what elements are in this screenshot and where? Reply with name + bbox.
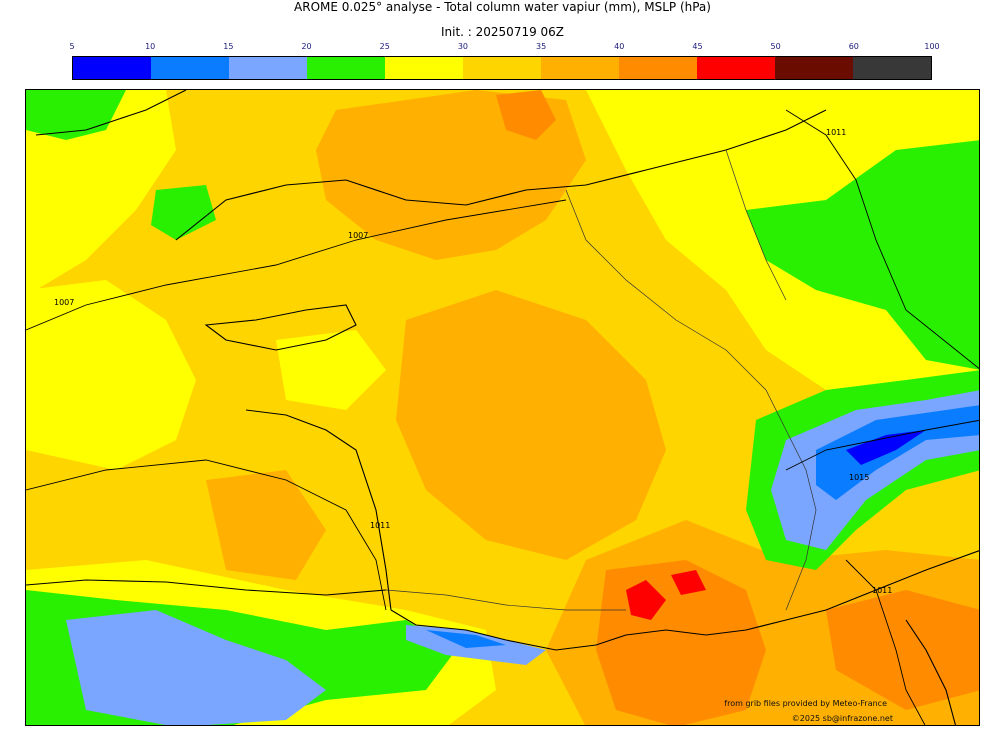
colorbar-tick-label: 5 [69,42,75,51]
field-20-25-cornwall [151,185,216,240]
field-20-25-germany [746,140,979,370]
colorbar-segment [697,57,775,79]
field-25-30-west [26,90,176,290]
field-10-15-alps [816,405,979,500]
colorbar-segment [463,57,541,79]
colorbar-segment [541,57,619,79]
colorbar-segment [151,57,229,79]
isobars [26,109,979,725]
field-10-15-pyrenees [426,630,506,648]
field-5-10-alps [846,430,926,465]
colorbar-tick-label: 35 [535,42,547,51]
field-25-30-center [276,330,386,410]
init-time: Init. : 20250719 06Z [440,25,565,39]
colorbar-segment [775,57,853,79]
field-35-40-center [396,290,666,560]
field-35-40-bay [206,470,326,580]
field-20-25-uk [26,90,126,140]
colorbar-tick-label: 30 [457,42,468,51]
colorbar-tick-label: 15 [223,42,234,51]
colorbar-tick-label: 40 [614,42,625,51]
colorbar-tick-label: 100 [924,42,940,51]
borders [385,149,817,611]
colorbar-segment [307,57,385,79]
field-25-30-atlantic [26,280,196,470]
colorbar-tick-label: 60 [848,42,859,51]
field-40-45-north [496,90,556,140]
colorbar-tick-label: 10 [145,42,156,51]
colorbar-segment [853,57,931,79]
colorbar [72,56,932,80]
map-canvas: 1007 1007 1011 1011 1015 1011 [26,90,979,725]
colorbar-tick-label: 20 [301,42,312,51]
weather-map: 1007 1007 1011 1011 1015 1011 [25,89,980,726]
isobar-label: 1015 [849,473,869,482]
colorbar-segment [229,57,307,79]
isobar-label: 1007 [54,298,74,307]
coastlines [26,90,979,725]
field-45-50-provence [626,580,666,620]
field-15-20-spain [66,610,326,725]
colorbar-segment [619,57,697,79]
colorbar-tick-label: 50 [770,42,781,51]
isobar-label: 1011 [872,586,892,595]
colorbar-segment [385,57,463,79]
isobar-label: 1011 [370,521,390,530]
chart-title: AROME 0.025° analyse - Total column wate… [294,0,711,14]
isobar-label: 1007 [348,231,368,240]
colorbar-tick-label: 45 [692,42,703,51]
isobar-label: 1011 [826,128,846,137]
copyright-credit: ©2025 sb@infrazone.net [791,714,893,723]
colorbar-tick-label: 25 [379,42,390,51]
source-credit: from grib files provided by Meteo-France [724,699,887,708]
field-45-50-alps [671,570,706,595]
colorbar-segment [73,57,151,79]
